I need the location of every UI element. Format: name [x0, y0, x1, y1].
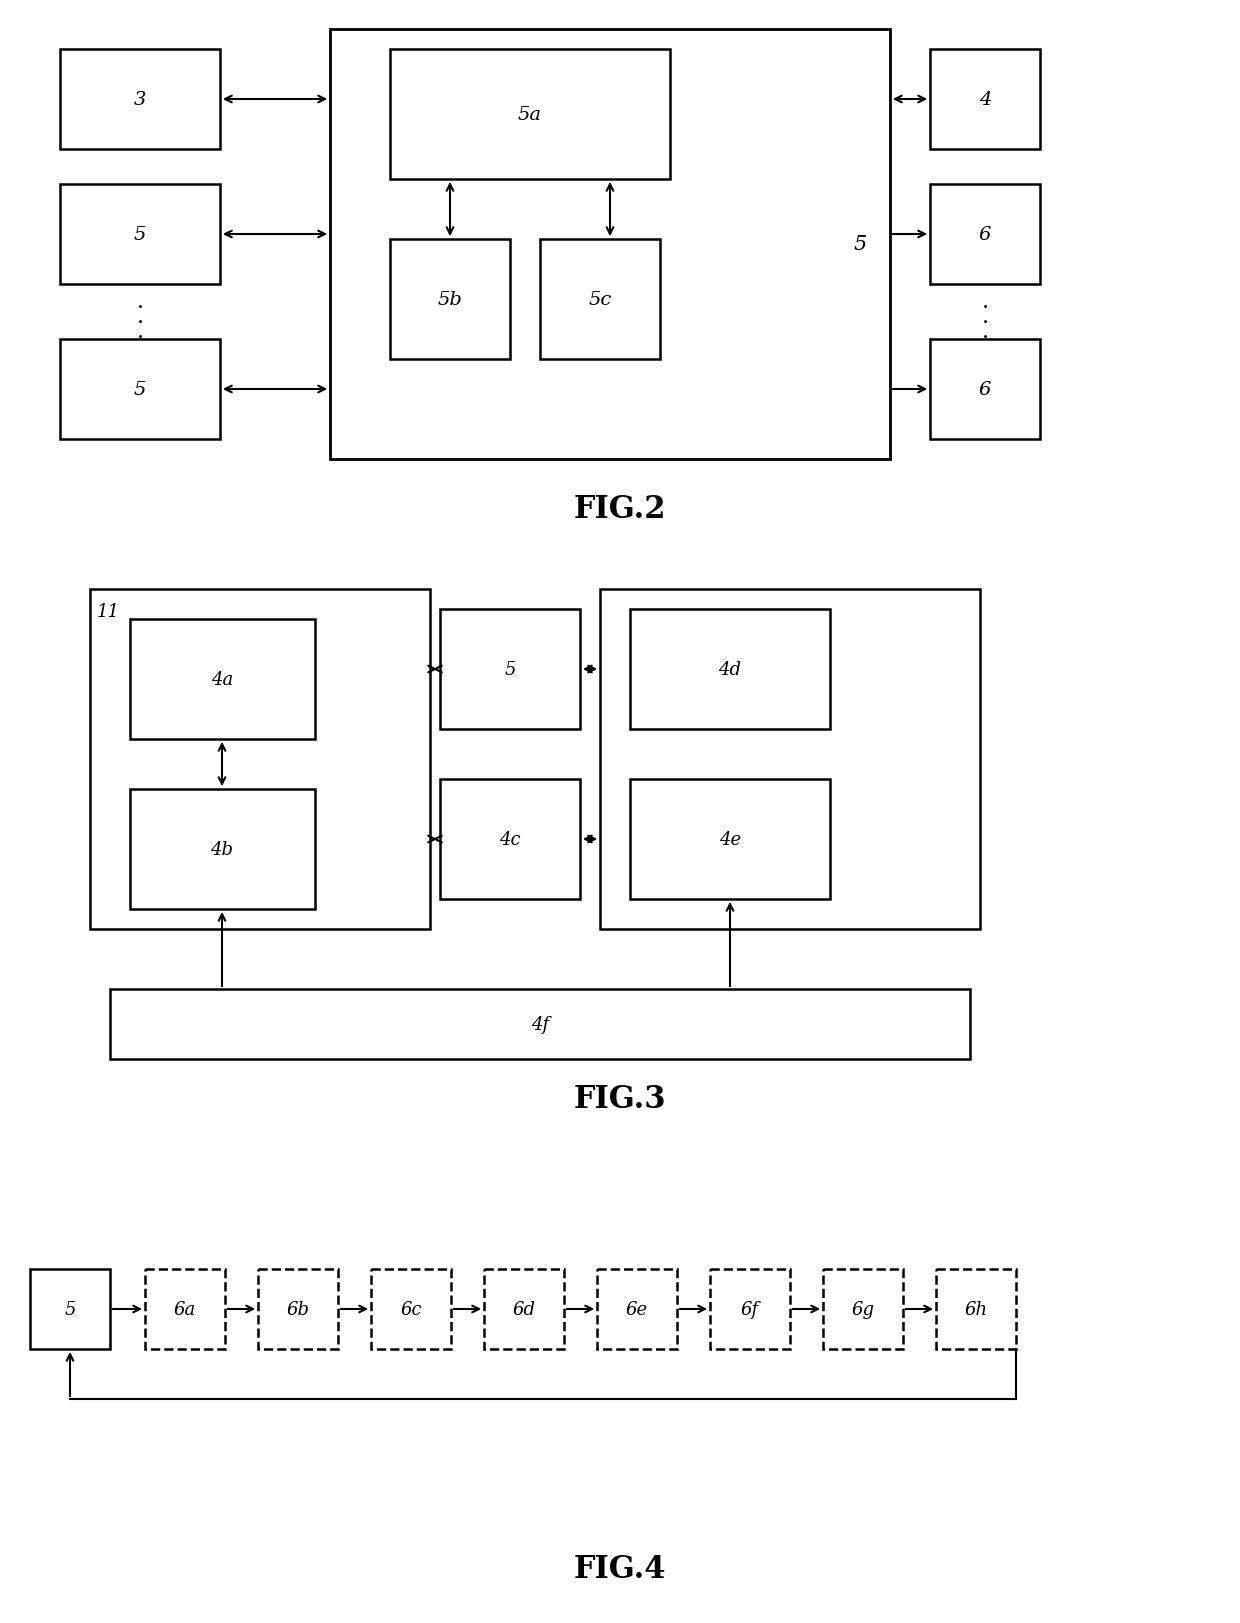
Bar [936, 1269, 1016, 1349]
Text: 6d: 6d [512, 1300, 536, 1318]
Bar [539, 240, 660, 360]
Bar [930, 50, 1040, 149]
Bar [110, 990, 970, 1060]
Text: 5c: 5c [588, 291, 611, 308]
Text: 5: 5 [134, 381, 146, 399]
Text: .: . [136, 321, 144, 342]
Bar [391, 50, 670, 180]
Bar [371, 1269, 451, 1349]
Text: 6: 6 [978, 381, 991, 399]
Bar [130, 620, 315, 740]
Text: 4d: 4d [718, 661, 742, 678]
Bar [823, 1269, 903, 1349]
Bar [60, 50, 219, 149]
Text: 6f: 6f [742, 1300, 759, 1318]
Bar [130, 789, 315, 909]
Text: 6b: 6b [286, 1300, 310, 1318]
Bar [440, 779, 580, 899]
Bar [60, 185, 219, 284]
Bar [440, 610, 580, 730]
Text: 4: 4 [978, 91, 991, 109]
Text: 5: 5 [505, 661, 516, 678]
Bar [711, 1269, 790, 1349]
Text: .: . [136, 291, 144, 313]
Text: 6: 6 [978, 226, 991, 243]
Bar [258, 1269, 339, 1349]
Text: FIG.3: FIG.3 [574, 1084, 666, 1115]
Text: 6g: 6g [852, 1300, 874, 1318]
Bar [330, 29, 890, 459]
Text: 3: 3 [134, 91, 146, 109]
Text: FIG.2: FIG.2 [574, 493, 666, 526]
Text: .: . [981, 305, 988, 328]
Text: 6h: 6h [965, 1300, 987, 1318]
Text: 6e: 6e [626, 1300, 649, 1318]
Text: FIG.4: FIG.4 [574, 1553, 666, 1584]
Bar [391, 240, 510, 360]
Text: 4a: 4a [211, 670, 233, 688]
Text: 4c: 4c [500, 831, 521, 849]
Bar [60, 339, 219, 440]
Text: 5a: 5a [518, 105, 542, 123]
Bar [484, 1269, 564, 1349]
Bar [596, 1269, 677, 1349]
Bar [930, 339, 1040, 440]
Text: 4e: 4e [719, 831, 742, 849]
Text: .: . [136, 305, 144, 328]
Text: 5: 5 [64, 1300, 76, 1318]
Bar [91, 589, 430, 930]
Bar [630, 610, 830, 730]
Text: 5: 5 [853, 235, 867, 255]
Text: .: . [981, 321, 988, 342]
Bar [30, 1269, 110, 1349]
Text: 5b: 5b [438, 291, 463, 308]
Text: 6a: 6a [174, 1300, 196, 1318]
Bar [145, 1269, 224, 1349]
Text: .: . [981, 291, 988, 313]
Text: 11: 11 [97, 602, 119, 620]
Text: 4b: 4b [211, 841, 233, 859]
Bar [600, 589, 980, 930]
Bar [630, 779, 830, 899]
Text: 4f: 4f [531, 1016, 549, 1034]
Bar [930, 185, 1040, 284]
Text: 5: 5 [134, 226, 146, 243]
Text: 6c: 6c [401, 1300, 422, 1318]
